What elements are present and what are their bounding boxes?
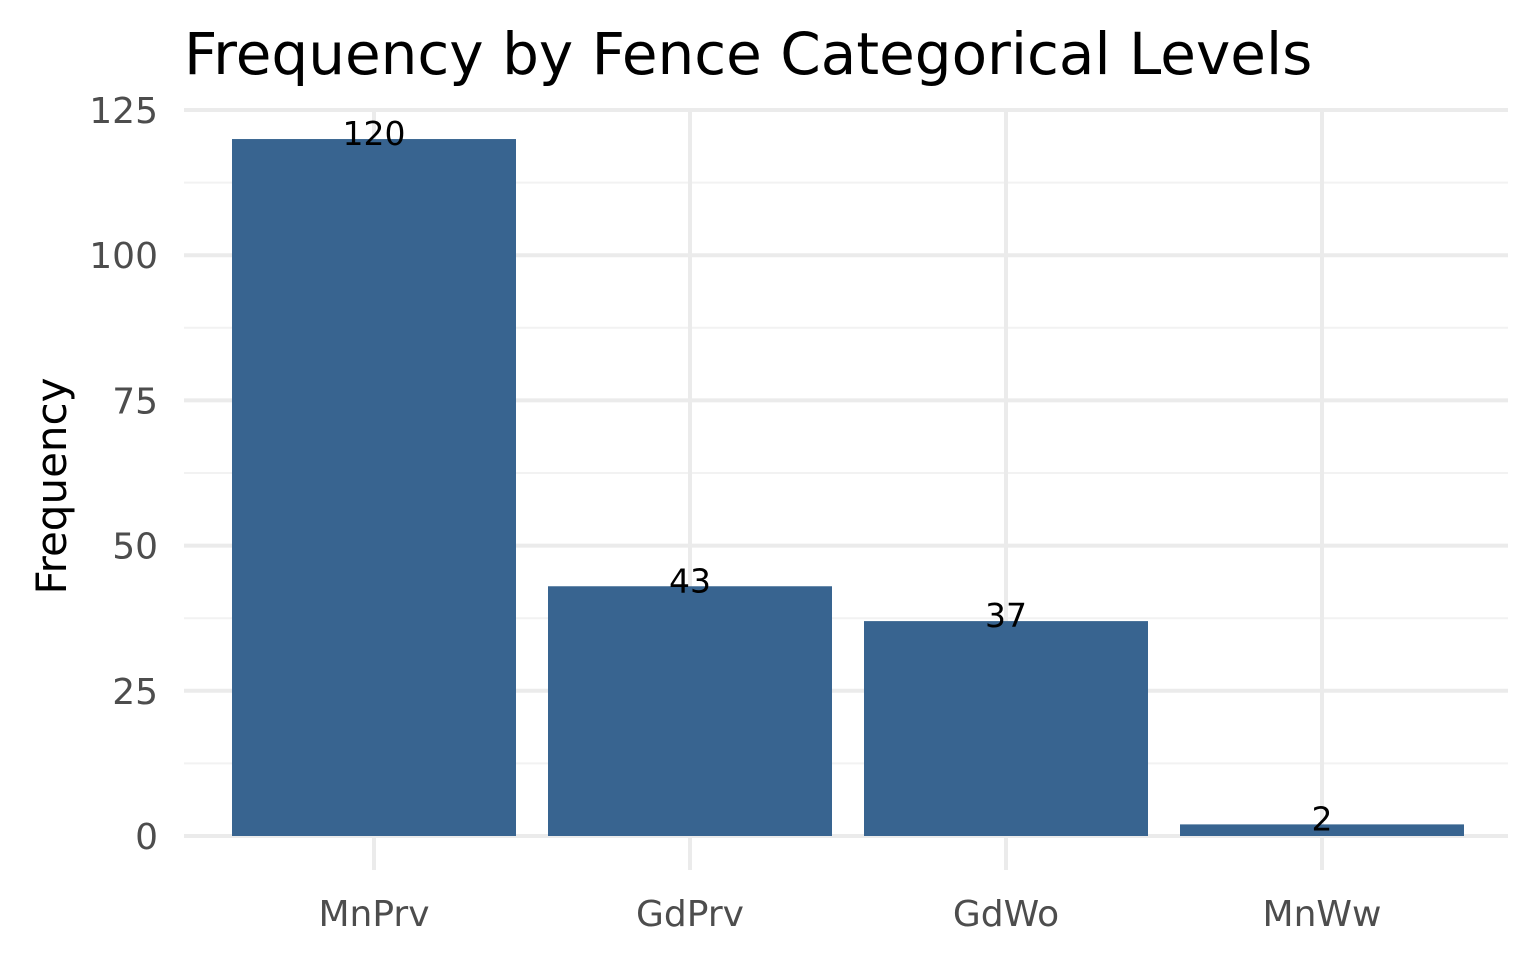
x-axis-ticks: MnPrv GdPrv GdWo MnWw [318, 894, 1381, 935]
y-tick-label: 100 [89, 236, 158, 277]
data-label-gdwo: 37 [985, 596, 1027, 635]
x-tick-label: MnWw [1263, 894, 1382, 935]
bar-gdprv [548, 586, 832, 836]
y-tick-label: 0 [135, 817, 158, 858]
bar-mnprv [232, 139, 516, 837]
data-label-gdprv: 43 [669, 561, 711, 600]
y-axis-label: Frequency [27, 378, 76, 595]
y-tick-label: 75 [112, 381, 158, 422]
data-labels: 120 43 37 2 [343, 114, 1333, 838]
bars [232, 139, 1464, 837]
y-tick-label: 125 [89, 91, 158, 132]
data-label-mnprv: 120 [343, 114, 406, 153]
chart-title: Frequency by Fence Categorical Levels [184, 20, 1312, 88]
y-axis-ticks: 0 25 50 75 100 125 [89, 91, 158, 858]
data-label-mnww: 2 [1312, 799, 1333, 838]
x-tick-label: MnPrv [318, 894, 429, 935]
y-tick-label: 50 [112, 527, 158, 568]
x-tick-label: GdPrv [636, 894, 744, 935]
x-tick-label: GdWo [953, 894, 1059, 935]
y-tick-label: 25 [112, 672, 158, 713]
bar-gdwo [864, 621, 1148, 836]
bar-mnww [1180, 824, 1464, 836]
